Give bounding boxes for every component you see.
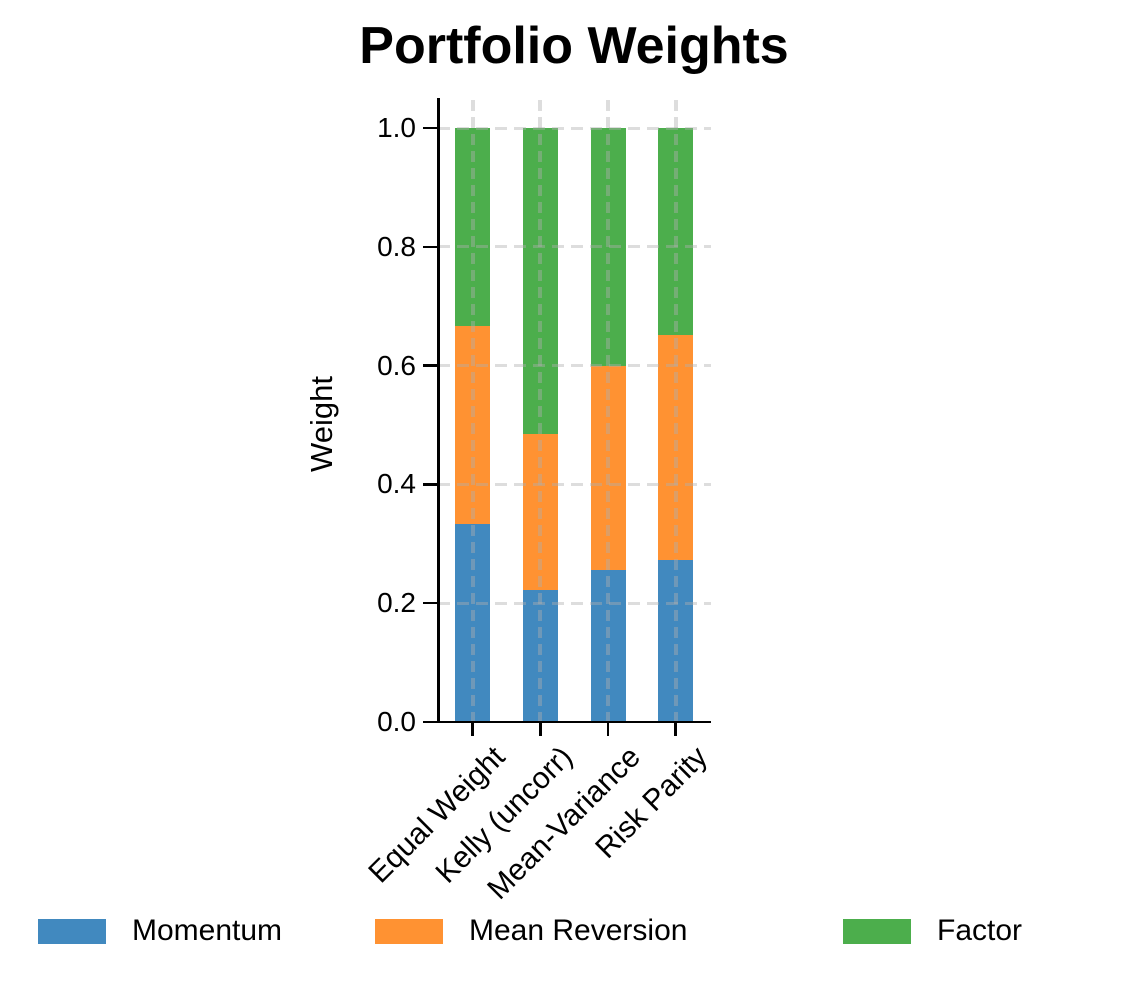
y-axis-spine [437,98,440,723]
legend-entry-mean-reversion: Mean Reversion [375,914,688,947]
x-tick-mark [674,723,677,736]
horizontal-gridline [438,364,711,368]
legend-label: Mean Reversion [469,914,688,947]
y-tick-mark [423,364,437,367]
bar-segment-mean-reversion [455,326,491,525]
bar-segment-factor [658,128,694,336]
vertical-gridline [606,100,610,721]
y-tick-label: 1.0 [377,112,416,143]
legend-swatch [38,918,106,944]
chart-title: Portfolio Weights [359,17,789,75]
legend-swatch [375,918,443,944]
y-tick-label: 0.8 [377,230,416,262]
bar-segment-factor [455,128,491,327]
y-tick-label: 0.0 [377,706,416,737]
legend-swatch [843,918,911,944]
x-tick-mark [471,723,474,736]
y-tick-mark [423,245,437,249]
legend-label: Momentum [132,914,283,947]
bar-segment-factor [590,128,626,366]
horizontal-gridline [438,482,711,486]
y-tick-mark [423,601,437,605]
y-axis-label: Weight [304,376,339,472]
legend-entry-factor: Factor [843,914,1023,947]
bar-segment-mean-reversion [522,433,558,591]
plot-area [423,98,711,736]
bar-segment-mean-reversion [590,365,626,570]
horizontal-gridline [438,245,711,249]
y-tick-mark [423,720,437,724]
bar-segment-mean-reversion [658,335,694,561]
vertical-gridline [538,100,543,721]
bar-segment-momentum [455,524,491,722]
x-tick-mark [606,723,610,736]
bar-segment-factor [522,128,558,434]
legend-entry-momentum: Momentum [38,914,283,947]
vertical-gridline [673,100,678,721]
bar-segment-momentum [590,569,626,722]
legend-label: Factor [937,914,1023,947]
bar-segment-momentum [658,560,694,722]
y-tick-label: 0.6 [377,349,416,381]
horizontal-gridline [438,126,711,130]
bar-segment-momentum [522,590,558,722]
vertical-gridline [470,100,475,721]
y-tick-mark [423,483,437,486]
y-tick-label: 0.2 [377,587,416,619]
horizontal-gridline [438,601,711,605]
x-axis-spine [437,720,711,723]
y-tick-mark [423,126,437,130]
y-tick-label: 0.4 [377,468,416,500]
x-tick-mark [539,723,542,736]
